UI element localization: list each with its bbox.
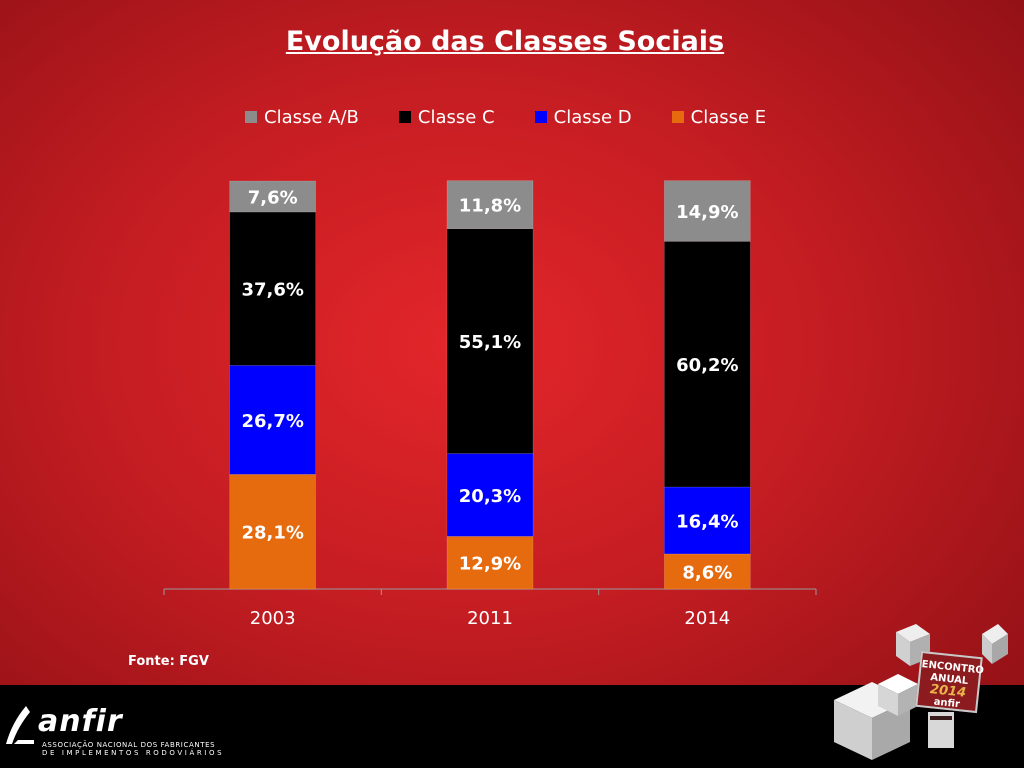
data-label: 14,9%	[676, 202, 738, 223]
bar-segment-2014-classe-d	[664, 486, 751, 555]
x-tick-label: 2014	[684, 608, 730, 629]
bar-segment-2014-classe-a-b	[664, 180, 751, 242]
bar-segment-2011-classe-c	[446, 228, 534, 454]
legend-item-0: Classe A/B	[245, 107, 359, 128]
data-label: 55,1%	[459, 332, 521, 353]
bar-segment-2003-classe-a-b	[229, 180, 316, 213]
legend-item-3: Classe E	[671, 106, 767, 128]
data-label: 7,6%	[248, 188, 298, 209]
data-label: 60,2%	[676, 355, 738, 376]
bar-segment-2011-classe-a-b	[446, 180, 534, 229]
logo-wordmark: anfir	[38, 704, 123, 739]
chart-legend: Classe A/B Classe C Classe D Classe E	[245, 106, 766, 128]
legend-label: Classe D	[553, 106, 632, 128]
x-tick-label: 2003	[250, 608, 296, 629]
data-label: 16,4%	[676, 511, 738, 532]
anfir-logo-mark-icon	[6, 706, 34, 744]
data-label: 28,1%	[241, 523, 303, 544]
legend-item-1: Classe C	[398, 106, 495, 128]
bar-segment-2003-classe-e	[229, 474, 316, 590]
legend-swatch	[398, 111, 411, 123]
legend-swatch	[534, 111, 547, 123]
x-tick-label: 2011	[467, 608, 513, 629]
bar-segment-2011-classe-e	[446, 536, 534, 590]
legend-label: Classe A/B	[264, 106, 359, 128]
data-label: 12,9%	[459, 554, 521, 575]
bar-segment-2014-classe-e	[664, 553, 751, 590]
data-label: 37,6%	[241, 280, 303, 301]
legend-label: Classe E	[690, 106, 767, 128]
data-label: 11,8%	[459, 196, 521, 217]
logo-tagline-2: DE IMPLEMENTOS RODOVIÁRIOS	[42, 749, 225, 757]
logo-tagline-1: ASSOCIAÇÃO NACIONAL DOS FABRICANTES	[42, 741, 216, 749]
source-note: Fonte: FGV	[128, 654, 209, 669]
chart-title: Evolução das Classes Sociais	[285, 26, 725, 57]
event-badge-label: ENCONTRO ANUAL 2014 anfir	[915, 650, 984, 714]
data-label: 20,3%	[459, 486, 521, 507]
bar-segment-2014-classe-c	[664, 241, 751, 488]
event-badge: ENCONTRO ANUAL 2014 anfir	[832, 620, 1020, 764]
legend-swatch	[671, 111, 684, 123]
legend-item-2: Classe D	[534, 106, 632, 128]
anfir-logo: anfir ASSOCIAÇÃO NACIONAL DOS FABRICANTE…	[4, 704, 222, 764]
legend-label: Classe C	[417, 106, 495, 128]
data-label: 8,6%	[682, 562, 732, 583]
data-label: 26,7%	[241, 411, 303, 432]
legend-swatch	[245, 111, 257, 123]
stacked-bar-chart: 28,1% 26,7% 37,6% 7,6% 2003 12,9% 20,3% 55,1% 11…	[163, 180, 817, 629]
bar-segment-2003-classe-c	[229, 211, 316, 366]
cubes-graphic-icon	[834, 624, 1008, 760]
bar-segment-2003-classe-d	[229, 365, 316, 475]
